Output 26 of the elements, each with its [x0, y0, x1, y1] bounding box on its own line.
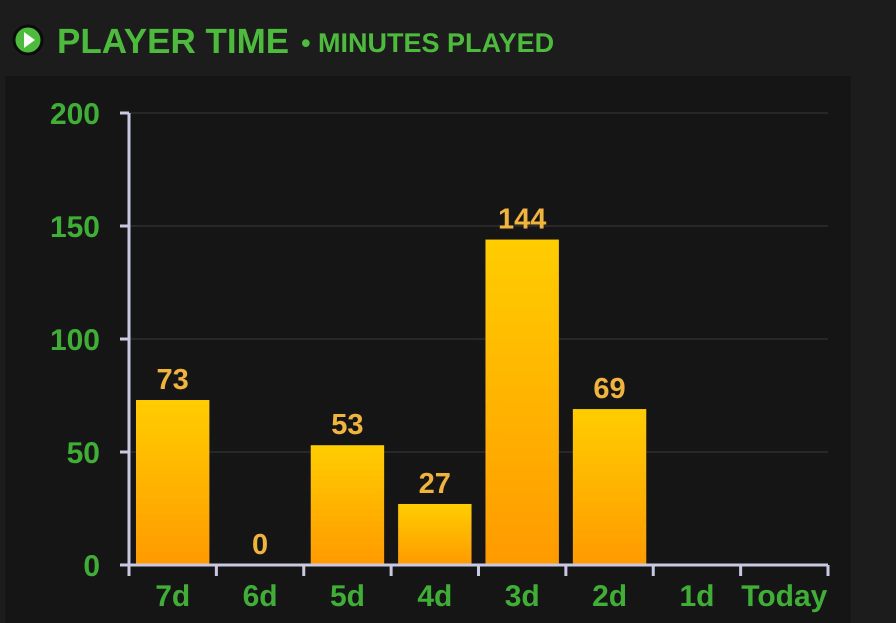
y-tick-label: 100: [50, 324, 100, 357]
data-label: 73: [156, 364, 189, 396]
x-tick-label: 3d: [504, 580, 540, 613]
data-label: 69: [593, 373, 626, 406]
x-tick-label: 1d: [679, 580, 714, 613]
bar: [485, 240, 559, 565]
x-tick-label: 7d: [155, 580, 190, 613]
y-tick-label: 150: [50, 210, 100, 244]
y-tick-label: 200: [50, 98, 100, 131]
data-label: 144: [498, 204, 546, 236]
chart-title: PLAYER TIME: [57, 22, 290, 61]
bar: [398, 504, 472, 565]
y-tick-label: 0: [83, 550, 100, 583]
x-tick-label: 2d: [592, 580, 628, 613]
x-tick-label: 6d: [242, 580, 278, 613]
x-tick-label: Today: [741, 580, 828, 613]
x-tick-label: 5d: [330, 580, 365, 613]
data-label: 53: [331, 409, 364, 442]
y-tick-label: 50: [66, 436, 100, 470]
bar: [310, 445, 384, 565]
data-label: 0: [252, 529, 268, 561]
bar: [572, 409, 646, 565]
bar: [136, 400, 210, 565]
chart-subtitle: • MINUTES PLAYED: [301, 28, 554, 58]
x-tick-label: 4d: [417, 580, 452, 613]
data-label: 27: [418, 468, 451, 500]
